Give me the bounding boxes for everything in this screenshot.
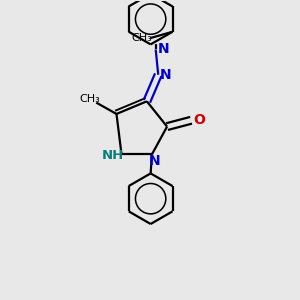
Text: O: O [194,112,205,127]
Text: NH: NH [102,149,124,162]
Text: N: N [160,68,172,82]
Text: N: N [158,43,169,56]
Text: N: N [149,154,161,168]
Text: CH₃: CH₃ [132,33,153,43]
Text: CH₃: CH₃ [80,94,100,104]
